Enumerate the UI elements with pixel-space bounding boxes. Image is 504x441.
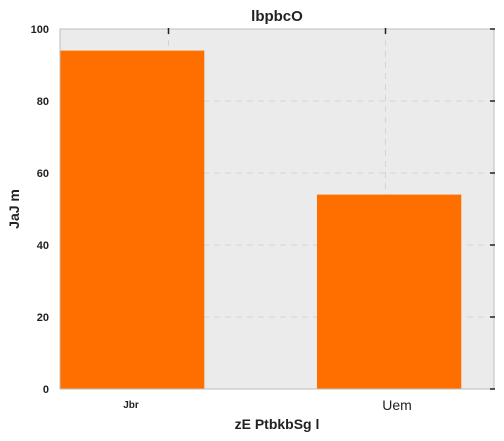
y-tick-label: 40 — [37, 240, 49, 252]
bars — [60, 50, 462, 389]
y-tick-label: 80 — [37, 96, 49, 108]
chart-title: lbpbcO — [251, 8, 303, 25]
y-tick-labels: 0 20 40 60 80 100 — [31, 24, 49, 396]
y-tick-label: 100 — [31, 24, 49, 36]
y-axis-label: JaJ m — [6, 189, 22, 229]
plot-frame — [59, 28, 495, 390]
bar-jbr — [60, 50, 205, 389]
x-axis-label: zE PtbkbSg l — [235, 416, 320, 432]
y-tick-label: 0 — [43, 384, 49, 396]
x-tick-label: Jbr — [123, 400, 139, 411]
tick-marks — [167, 28, 495, 390]
x-tick-label: Uem — [382, 397, 412, 413]
y-tick-label: 20 — [37, 312, 49, 324]
x-tick-labels: Jbr Uem — [123, 397, 412, 413]
y-tick-label: 60 — [37, 168, 49, 180]
bar-uem — [316, 194, 462, 389]
